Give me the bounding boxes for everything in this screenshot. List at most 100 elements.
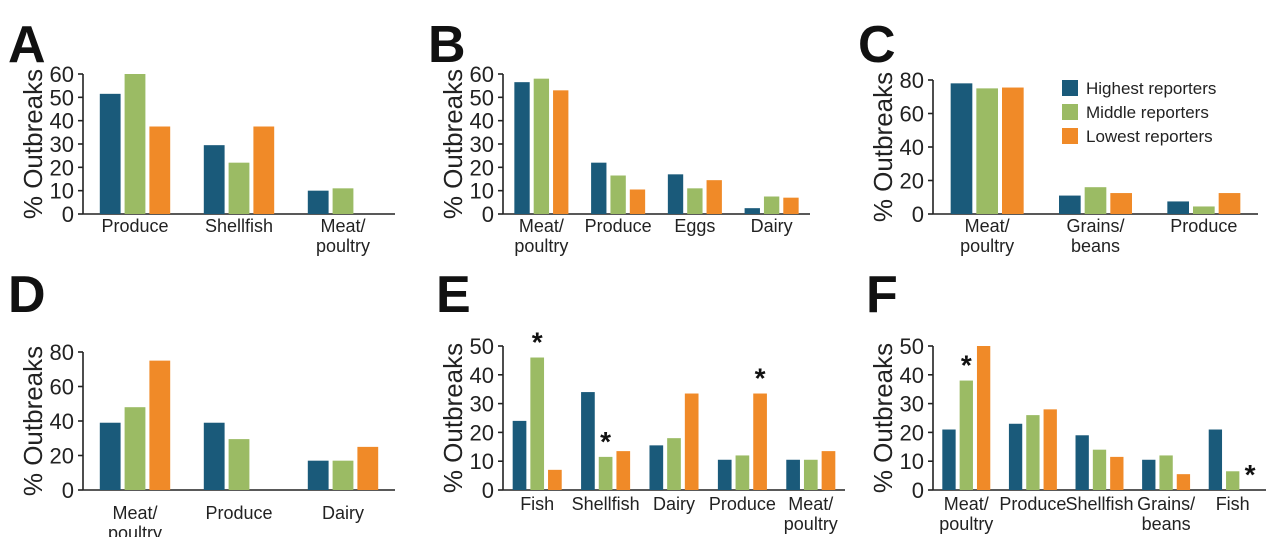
bar-lowest [149, 360, 171, 490]
category-label: Meat/poultry [960, 216, 1014, 256]
category-label-line: Eggs [674, 216, 715, 236]
bar-lowest [357, 446, 379, 490]
y-tick-label: 50 [470, 85, 494, 110]
bar-middle [124, 74, 146, 214]
category-label-line: poultry [784, 514, 838, 534]
category-label-line: poultry [960, 236, 1014, 256]
bar-middle [1092, 449, 1107, 490]
y-tick-label: 20 [50, 155, 74, 180]
bar-lowest [1002, 87, 1024, 214]
category-label-line: Shellfish [572, 494, 640, 514]
panel-f: F % Outbreaks 0 10 20 30 40 50 Meat/poultry Produ… [866, 266, 1266, 534]
panel-label: D [8, 266, 46, 324]
panel-label: E [436, 266, 471, 324]
bar-highest [512, 420, 527, 490]
category-label-line: Produce [101, 216, 168, 236]
y-axis-label: % Outbreaks [18, 346, 48, 496]
bar-lowest [149, 126, 171, 214]
category-label-line: Produce [709, 494, 776, 514]
y-tick-label: 40 [470, 109, 494, 134]
category-label-line: Dairy [751, 216, 793, 236]
category-label: Meat/poultry [939, 494, 993, 534]
category-label-line: Meat/ [112, 503, 157, 523]
legend-swatch-lowest [1062, 128, 1078, 144]
category-label: Produce [101, 216, 168, 236]
bar-middle [530, 357, 545, 490]
legend-entry: Lowest reporters [1086, 127, 1213, 146]
y-tick-label: 10 [50, 179, 74, 204]
category-label: Grains/beans [1137, 494, 1195, 534]
bar-middle [1226, 471, 1240, 490]
category-label-line: Fish [1216, 494, 1250, 514]
bar-middle [1084, 187, 1107, 214]
significance-star: * [755, 363, 766, 394]
category-label-line: Fish [520, 494, 554, 514]
y-axis-label: % Outbreaks [18, 69, 48, 219]
category-label: Produce [585, 216, 652, 236]
y-tick-label: 0 [62, 202, 74, 227]
bar-highest [1059, 195, 1081, 214]
bar-middle [959, 380, 973, 490]
category-label: Dairy [751, 216, 793, 236]
significance-star: * [1245, 459, 1256, 490]
category-label-line: beans [1142, 514, 1191, 534]
category-label-line: poultry [939, 514, 993, 534]
bar-highest [99, 93, 121, 214]
bar-middle [763, 196, 780, 214]
y-tick-label: 20 [900, 420, 924, 445]
category-label: Fish [520, 494, 554, 514]
bar-highest [1142, 459, 1156, 490]
legend-swatch-middle [1062, 104, 1078, 120]
panel-label: A [8, 16, 46, 74]
bar-middle [735, 455, 750, 490]
category-label-line: Produce [1170, 216, 1237, 236]
category-label-line: Meat/ [965, 216, 1010, 236]
bar-highest [1167, 201, 1189, 214]
significance-star: * [532, 327, 543, 358]
legend-entry: Middle reporters [1086, 103, 1209, 122]
category-label: Meat/poultry [108, 503, 162, 537]
y-axis-label: % Outbreaks [868, 343, 898, 493]
category-label: Shellfish [205, 216, 273, 236]
bar-highest [514, 82, 530, 215]
bar-middle [1193, 206, 1215, 214]
category-label: Meat/poultry [316, 216, 370, 256]
category-label: Grains/beans [1066, 216, 1124, 256]
y-tick-label: 10 [900, 449, 924, 474]
significance-star: * [961, 350, 972, 381]
legend-swatch-highest [1062, 80, 1078, 96]
y-tick-label: 0 [912, 202, 924, 227]
category-label: Eggs [674, 216, 715, 236]
bar-highest [307, 460, 329, 490]
y-tick-label: 50 [50, 85, 74, 110]
y-tick-label: 20 [470, 420, 494, 445]
bar-highest [950, 83, 973, 214]
bar-highest [99, 422, 121, 490]
y-tick-label: 80 [900, 68, 924, 93]
y-tick-label: 40 [50, 109, 74, 134]
category-label-line: poultry [514, 236, 568, 256]
y-tick-label: 20 [470, 155, 494, 180]
bar-middle [976, 88, 998, 214]
y-tick-label: 50 [470, 334, 494, 359]
category-label: Meat/poultry [514, 216, 568, 256]
category-label: Shellfish [1065, 494, 1133, 514]
category-label-line: poultry [108, 523, 162, 537]
bar-middle [667, 438, 681, 490]
category-label-line: Meat/ [519, 216, 564, 236]
y-tick-label: 60 [50, 375, 74, 400]
y-tick-label: 40 [900, 135, 924, 160]
category-label-line: Dairy [322, 503, 364, 523]
y-tick-label: 60 [50, 62, 74, 87]
bar-lowest [706, 180, 722, 214]
category-label: Produce [999, 494, 1066, 514]
category-label-line: Meat/ [788, 494, 833, 514]
bar-middle [598, 456, 613, 490]
category-label-line: Dairy [653, 494, 695, 514]
category-label: Shellfish [572, 494, 640, 514]
bar-middle [803, 459, 818, 490]
y-tick-label: 80 [50, 340, 74, 365]
bar-middle [1026, 415, 1040, 490]
